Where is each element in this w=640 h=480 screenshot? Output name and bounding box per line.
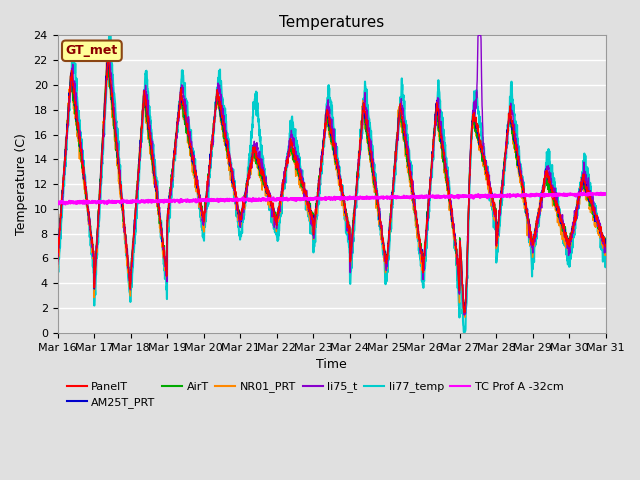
AM25T_PRT: [460, 309, 468, 315]
TC Prof A -32cm: [554, 191, 561, 197]
PanelT: [54, 258, 61, 264]
li75_t: [207, 163, 214, 168]
AirT: [602, 239, 609, 244]
li77_temp: [54, 276, 61, 282]
AirT: [569, 224, 577, 230]
TC Prof A -32cm: [491, 194, 499, 200]
TC Prof A -32cm: [580, 190, 588, 196]
AirT: [554, 214, 561, 219]
NR01_PRT: [103, 55, 111, 60]
li77_temp: [554, 194, 561, 200]
li75_t: [569, 230, 577, 236]
li77_temp: [602, 261, 609, 266]
NR01_PRT: [461, 314, 469, 320]
Line: AirT: AirT: [58, 61, 605, 313]
AM25T_PRT: [569, 224, 577, 229]
li75_t: [460, 312, 468, 318]
AirT: [348, 244, 355, 250]
NR01_PRT: [348, 248, 355, 254]
li77_temp: [207, 164, 214, 169]
PanelT: [348, 243, 355, 249]
li75_t: [348, 248, 355, 254]
li77_temp: [460, 330, 468, 336]
AM25T_PRT: [54, 255, 61, 261]
AirT: [492, 206, 499, 212]
li75_t: [554, 205, 561, 211]
TC Prof A -32cm: [360, 196, 367, 202]
li77_temp: [348, 265, 355, 271]
li77_temp: [360, 96, 367, 101]
Line: li75_t: li75_t: [58, 36, 605, 315]
li75_t: [54, 262, 61, 267]
AM25T_PRT: [348, 241, 355, 247]
NR01_PRT: [492, 218, 499, 224]
AirT: [207, 149, 214, 155]
Text: GT_met: GT_met: [66, 44, 118, 57]
TC Prof A -32cm: [602, 191, 609, 196]
TC Prof A -32cm: [348, 195, 355, 201]
li75_t: [360, 111, 367, 117]
li75_t: [474, 33, 482, 38]
PanelT: [461, 310, 468, 315]
TC Prof A -32cm: [207, 198, 214, 204]
Line: NR01_PRT: NR01_PRT: [58, 58, 605, 317]
PanelT: [492, 210, 499, 216]
AirT: [54, 255, 61, 261]
AM25T_PRT: [360, 100, 367, 106]
PanelT: [554, 209, 561, 215]
li77_temp: [105, 33, 113, 38]
AM25T_PRT: [554, 206, 561, 212]
li77_temp: [492, 225, 499, 231]
li75_t: [492, 211, 499, 216]
X-axis label: Time: Time: [316, 358, 347, 371]
AM25T_PRT: [104, 54, 112, 60]
Line: AM25T_PRT: AM25T_PRT: [58, 57, 605, 312]
PanelT: [104, 53, 112, 59]
li75_t: [602, 247, 609, 252]
NR01_PRT: [569, 225, 577, 231]
li77_temp: [569, 234, 577, 240]
AM25T_PRT: [492, 206, 499, 212]
Legend: PanelT, AM25T_PRT, AirT, NR01_PRT, li75_t, li77_temp, TC Prof A -32cm: PanelT, AM25T_PRT, AirT, NR01_PRT, li75_…: [62, 377, 568, 412]
TC Prof A -32cm: [54, 201, 61, 206]
AirT: [104, 58, 111, 64]
AirT: [461, 310, 468, 316]
AirT: [360, 109, 367, 115]
NR01_PRT: [360, 112, 367, 118]
NR01_PRT: [602, 238, 609, 244]
Y-axis label: Temperature (C): Temperature (C): [15, 133, 28, 235]
TC Prof A -32cm: [61, 202, 69, 207]
PanelT: [602, 242, 609, 248]
Title: Temperatures: Temperatures: [279, 15, 384, 30]
AM25T_PRT: [207, 151, 214, 157]
PanelT: [569, 223, 577, 229]
Line: li77_temp: li77_temp: [58, 36, 605, 333]
NR01_PRT: [554, 212, 561, 217]
PanelT: [360, 107, 367, 113]
Line: PanelT: PanelT: [58, 56, 605, 312]
TC Prof A -32cm: [569, 191, 577, 197]
Line: TC Prof A -32cm: TC Prof A -32cm: [58, 193, 605, 204]
PanelT: [207, 155, 214, 160]
NR01_PRT: [54, 264, 61, 270]
NR01_PRT: [207, 156, 214, 162]
AM25T_PRT: [602, 241, 609, 247]
